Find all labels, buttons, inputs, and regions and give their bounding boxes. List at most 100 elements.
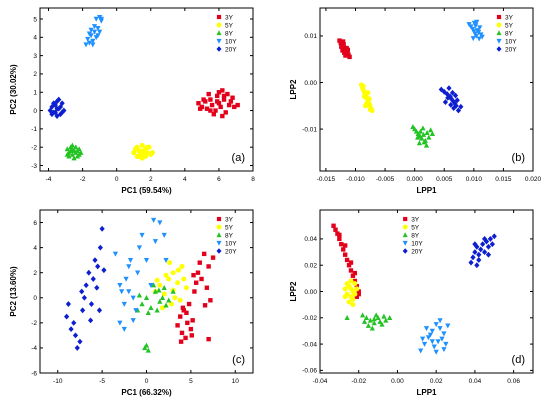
data-point-20Y — [54, 98, 60, 105]
data-point-20Y — [77, 338, 83, 345]
data-point-3Y — [356, 291, 361, 297]
y-tick-label: -3 — [31, 163, 37, 170]
data-point-20Y — [49, 111, 55, 118]
data-point-5Y — [170, 270, 176, 276]
data-point-3Y — [221, 97, 227, 102]
data-point-20Y — [458, 103, 464, 110]
data-point-8Y — [417, 128, 424, 134]
x-tick-label: 0 — [145, 378, 149, 385]
data-point-20Y — [59, 109, 65, 116]
y-tick-label: 5 — [33, 16, 37, 23]
data-point-3Y — [178, 339, 184, 344]
x-tick-label: 0.00 — [391, 378, 404, 385]
y-tick-label: -2 — [31, 144, 37, 151]
data-point-5Y — [166, 276, 172, 282]
data-point-20Y — [68, 326, 74, 333]
data-point-10Y — [437, 318, 443, 324]
data-point-8Y — [152, 288, 158, 294]
data-point-20Y — [468, 259, 474, 266]
legend-marker-5Y — [216, 22, 222, 28]
data-point-3Y — [178, 314, 183, 319]
legend-label: 10Y — [225, 240, 237, 247]
data-point-8Y — [424, 130, 430, 136]
legend-label: 10Y — [225, 38, 237, 45]
data-point-3Y — [225, 91, 230, 97]
data-point-20Y — [448, 101, 454, 108]
y-tick-label: 0.01 — [304, 33, 317, 40]
data-point-3Y — [340, 48, 345, 53]
data-point-3Y — [348, 260, 354, 265]
data-point-8Y — [419, 135, 425, 141]
data-point-3Y — [206, 91, 211, 97]
data-point-20Y — [485, 243, 492, 250]
x-tick-label: -0.010 — [346, 176, 365, 183]
data-point-10Y — [136, 245, 142, 251]
data-point-3Y — [352, 270, 358, 276]
data-point-3Y — [348, 268, 354, 273]
y-tick-label: 2 — [33, 270, 37, 277]
data-point-8Y — [361, 318, 368, 324]
data-point-5Y — [136, 153, 142, 159]
data-point-3Y — [220, 88, 225, 93]
data-point-5Y — [348, 286, 354, 292]
data-point-8Y — [428, 127, 434, 133]
data-point-3Y — [195, 270, 201, 275]
data-point-10Y — [477, 25, 483, 31]
legend-label: 3Y — [225, 216, 234, 223]
data-point-3Y — [220, 113, 225, 119]
legend-label: 20Y — [411, 248, 423, 255]
data-point-10Y — [433, 349, 439, 355]
x-tick-label: -2 — [80, 176, 86, 183]
legend-label: 10Y — [505, 38, 517, 45]
data-point-8Y — [64, 151, 70, 157]
data-point-10Y — [85, 36, 91, 42]
y-tick-label: 4 — [33, 245, 37, 252]
data-point-8Y — [74, 148, 81, 154]
data-point-3Y — [341, 247, 346, 252]
data-point-3Y — [192, 289, 197, 294]
x-tick-label: 4 — [183, 176, 187, 183]
data-point-5Y — [157, 282, 163, 288]
data-point-8Y — [163, 302, 169, 308]
x-tick-label: -0.015 — [317, 176, 336, 183]
data-point-5Y — [350, 296, 356, 302]
x-tick-label: 8 — [251, 176, 255, 183]
data-point-3Y — [218, 104, 223, 110]
data-point-8Y — [421, 139, 427, 145]
data-point-20Y — [448, 95, 454, 102]
data-point-10Y — [90, 38, 96, 44]
y-axis-label: LPP2 — [289, 281, 298, 302]
data-point-20Y — [80, 307, 86, 314]
data-point-10Y — [161, 232, 167, 238]
data-point-8Y — [143, 294, 150, 300]
x-tick-label: -10 — [53, 378, 63, 385]
legend-marker-3Y — [496, 14, 502, 20]
x-tick-label: 0.010 — [466, 176, 483, 183]
data-point-20Y — [483, 238, 490, 245]
data-point-5Y — [346, 299, 352, 305]
data-point-10Y — [439, 336, 445, 342]
data-point-10Y — [121, 326, 127, 332]
data-point-20Y — [445, 94, 451, 101]
data-point-10Y — [127, 257, 134, 263]
data-point-3Y — [347, 54, 352, 60]
data-point-3Y — [209, 102, 215, 108]
data-point-5Y — [365, 90, 371, 96]
y-tick-label: 0.02 — [304, 263, 317, 270]
x-tick-label: -4 — [46, 176, 52, 183]
data-point-20Y — [95, 263, 101, 270]
legend-label: 8Y — [411, 232, 420, 239]
data-point-20Y — [478, 246, 484, 253]
panel-tag: (c) — [232, 354, 245, 366]
data-point-8Y — [161, 284, 167, 290]
legend-marker-5Y — [216, 224, 222, 230]
data-point-5Y — [167, 260, 173, 266]
chart-panel-3: -10 -5 0 5 10 -6 -4 -2 0 2 4 6 PC1 (66.32%) PC2 (13.6… — [9, 209, 254, 397]
data-point-3Y — [185, 320, 190, 326]
x-tick-label: -5 — [99, 378, 105, 385]
data-point-10Y — [112, 251, 119, 257]
data-point-3Y — [213, 108, 218, 113]
data-point-20Y — [54, 113, 60, 119]
data-point-3Y — [346, 263, 352, 268]
data-point-20Y — [454, 97, 460, 104]
